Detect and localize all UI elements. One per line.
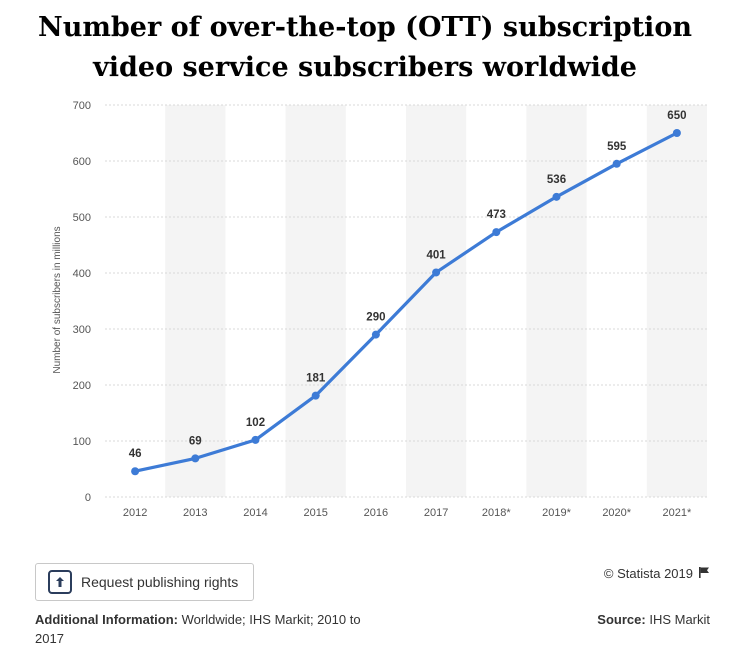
y-axis-label: Number of subscribers in millions [52,226,63,373]
y-tick-label: 700 [73,100,91,112]
band-2021* [646,105,707,497]
band-2019* [526,105,587,497]
data-point [311,391,320,400]
y-tick-label: 500 [73,212,91,224]
x-tick-label: 2020* [602,507,631,519]
source-heading: Source: [597,612,646,627]
grid-lines [105,104,707,498]
data-label: 650 [667,110,686,122]
data-point [552,192,561,201]
x-tick-label: 2021* [663,507,692,519]
data-point [612,159,621,168]
additional-heading: Additional Information: [35,612,178,627]
data-point [371,330,380,339]
x-tick-label: 2012 [123,507,147,519]
alternating-bands [165,105,707,497]
data-point [191,454,200,463]
data-points [131,129,681,476]
data-point [672,129,681,137]
data-label: 401 [427,249,447,261]
data-label: 181 [306,373,326,385]
band-2015 [285,105,346,497]
flag-icon[interactable] [698,566,710,581]
y-axis-ticks: 0 100 200 300 400 500 600 700 [73,100,91,504]
y-tick-label: 100 [73,436,91,448]
y-tick-label: 600 [73,156,91,168]
data-labels: 46 69 102 181 290 401 473 536 595 650 [129,110,687,460]
source: Source: IHS Markit [597,610,710,629]
band-2017 [406,105,467,497]
x-tick-label: 2014 [243,507,267,519]
data-label: 290 [366,312,385,324]
x-tick-label: 2013 [183,507,207,519]
additional-text: Worldwide; IHS Markit; 2010 to 2017 [35,612,361,646]
y-tick-label: 0 [85,492,91,504]
series-line [133,131,679,473]
data-point [492,228,501,237]
publish-label: Request publishing rights [81,574,239,590]
data-label: 473 [487,209,506,221]
x-axis-ticks: 2012 2013 2014 2015 2016 2017 2018* 2019* 2020* 2… [123,507,692,519]
data-label: 102 [246,417,265,429]
request-publishing-rights-button[interactable]: Request publishing rights [35,563,254,601]
band-2013 [165,105,226,497]
copyright: © Statista 2019 [604,566,710,581]
y-tick-label: 200 [73,380,91,392]
data-label: 69 [189,435,202,447]
x-tick-label: 2015 [303,507,327,519]
chart-title: Number of over-the-top (OTT) subscriptio… [38,12,692,83]
x-tick-label: 2017 [424,507,448,519]
data-point [251,435,260,444]
data-point [131,467,140,476]
y-tick-label: 300 [73,324,91,336]
x-tick-label: 2016 [364,507,388,519]
copyright-text: © Statista 2019 [603,566,693,581]
data-label: 46 [129,448,142,460]
x-tick-label: 2019* [542,507,571,519]
publish-icon [48,570,72,594]
y-tick-label: 400 [73,268,91,280]
data-point [432,268,441,277]
data-label: 595 [607,141,627,153]
x-tick-label: 2018* [482,507,511,519]
source-text: IHS Markit [649,612,710,627]
additional-information: Additional Information: Worldwide; IHS M… [35,610,380,648]
data-label: 536 [547,174,566,186]
